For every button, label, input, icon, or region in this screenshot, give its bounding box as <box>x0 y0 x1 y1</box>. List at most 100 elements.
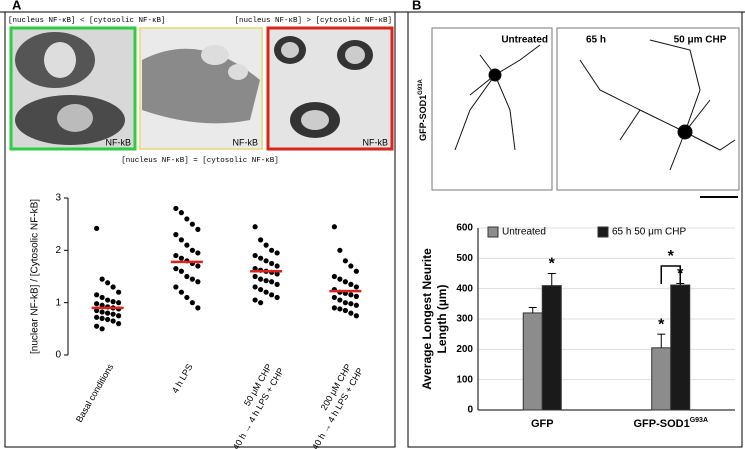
dot <box>105 316 111 323</box>
dot <box>252 252 258 259</box>
image-label: NF-kB <box>106 137 132 147</box>
dot <box>331 305 337 311</box>
image-label: NF-kB <box>363 137 389 147</box>
dot <box>252 224 258 230</box>
dot <box>263 258 269 264</box>
image-label: 50 μm CHP <box>674 35 727 46</box>
y-tick-label: 500 <box>456 253 473 264</box>
x-tick-label: Basal conditions <box>74 362 116 424</box>
dot <box>337 306 343 312</box>
caption: [nucleus NF-κB] < [cytosolic NF-κB] <box>8 17 166 25</box>
legend-label: 65 h 50 μm CHP <box>612 227 686 238</box>
dot <box>269 292 275 298</box>
dot <box>116 321 122 327</box>
x-tick-label-part: GFP-SOD1 <box>633 418 689 430</box>
dot <box>173 205 179 212</box>
dot <box>94 225 100 231</box>
dot <box>274 250 280 256</box>
dot <box>258 276 264 282</box>
dot <box>110 311 116 317</box>
dot <box>258 286 264 293</box>
y-axis-label: [nuclear NF-kB] / [Cytosolic NF-kB] <box>30 199 41 354</box>
dot <box>178 210 184 216</box>
dot <box>99 302 105 308</box>
image-label: Untreated <box>501 35 548 46</box>
dot <box>189 247 195 253</box>
micrograph <box>431 27 740 191</box>
image-label: 65 h <box>586 35 606 46</box>
dot <box>195 279 201 285</box>
micrograph <box>266 26 394 151</box>
dot <box>331 273 337 280</box>
dot <box>269 260 275 267</box>
y-tick-label: 3 <box>55 193 61 204</box>
dot <box>252 273 258 280</box>
y-tick-label: 600 <box>456 223 473 234</box>
dot <box>99 309 105 315</box>
dot <box>195 226 201 232</box>
dot <box>105 297 111 303</box>
dot <box>184 242 190 248</box>
dot <box>173 252 179 259</box>
dot <box>94 307 100 314</box>
dot <box>274 271 280 277</box>
dot <box>258 300 264 306</box>
dot <box>258 255 264 261</box>
dot <box>94 301 100 307</box>
dot <box>274 263 280 269</box>
y-tick-label: 0 <box>467 405 473 416</box>
dot <box>195 250 201 256</box>
y-tick-label: 300 <box>456 314 473 325</box>
dot <box>116 300 122 306</box>
dot <box>94 314 100 320</box>
x-tick-label: 4 h LPS <box>170 362 195 395</box>
micrograph <box>139 27 263 150</box>
dot <box>94 323 100 329</box>
dot <box>195 263 201 269</box>
dot <box>105 280 111 286</box>
dot <box>184 273 190 280</box>
y-tick-label: 2 <box>55 245 61 256</box>
dot <box>337 276 343 282</box>
dot <box>331 294 337 301</box>
dot <box>263 289 269 295</box>
dot <box>173 232 179 238</box>
caption: [nucleus NF-κB] = [cytosolic NF-κB] <box>121 157 279 165</box>
bar <box>522 312 543 411</box>
dot <box>353 284 359 290</box>
dot <box>353 268 359 274</box>
side-label: GFP-SOD1G93A <box>418 78 429 140</box>
dot <box>94 292 100 298</box>
y-axis-label: Length (µm) <box>435 285 449 354</box>
image-label: NF-kB <box>233 137 259 147</box>
dot <box>116 289 122 295</box>
legend-swatch <box>487 226 499 238</box>
bar <box>651 347 672 411</box>
dot <box>331 224 337 230</box>
dot <box>116 313 122 319</box>
dot <box>173 284 179 290</box>
dot <box>110 299 116 305</box>
dot <box>110 318 116 324</box>
y-tick-label: 1 <box>55 297 61 308</box>
dot <box>189 300 195 306</box>
x-tick-label: GFP-SOD1G93A <box>633 417 708 430</box>
dot <box>274 281 280 287</box>
dot <box>353 293 359 299</box>
dot <box>348 310 354 316</box>
dot <box>353 302 359 308</box>
dot <box>348 281 354 287</box>
caption: [nucleus NF-κB] > [cytosolic NF-κB] <box>234 17 392 25</box>
dot <box>263 242 269 248</box>
dot <box>178 268 184 274</box>
dot <box>184 216 190 222</box>
y-tick-label: 100 <box>456 374 473 385</box>
dot <box>189 221 195 227</box>
dot <box>269 247 275 253</box>
dot <box>337 297 343 303</box>
dot <box>99 326 105 332</box>
dot <box>110 284 116 290</box>
dot <box>178 255 184 261</box>
side-label-sup: G93A <box>418 78 424 94</box>
annotation: * <box>668 248 675 265</box>
